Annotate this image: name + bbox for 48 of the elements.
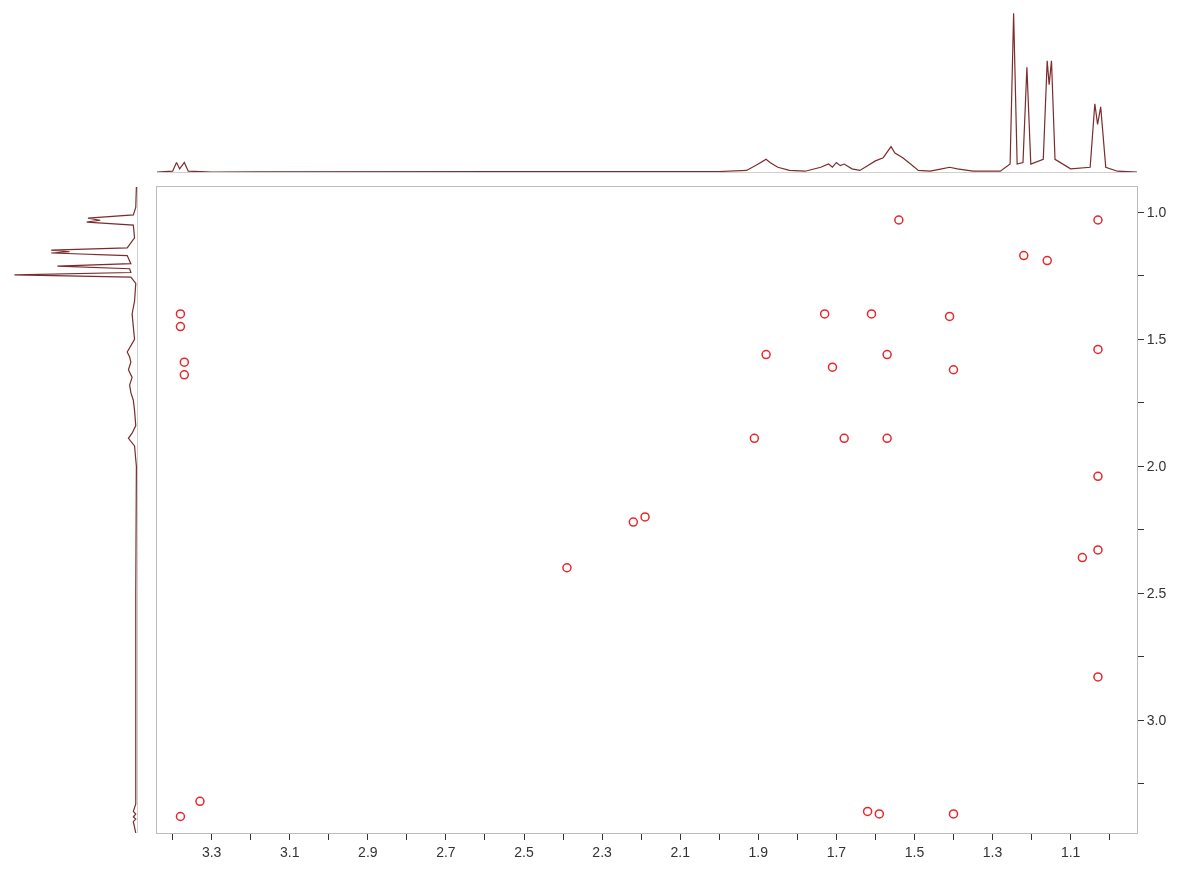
point [882,349,892,360]
y-tick-label: 3.0 [1146,711,1167,728]
point [1042,255,1052,266]
point [819,309,830,319]
point [1019,250,1029,261]
point [761,349,771,360]
x-tick-label: 1.3 [982,843,1003,860]
x-tick-label: 3.1 [280,843,300,860]
point [1093,672,1103,682]
y-tick-label: 2.0 [1146,458,1167,475]
point [1093,344,1103,355]
point [948,365,959,375]
point [195,796,205,807]
x-tick-label: 3.3 [201,843,222,860]
x-tick-label: 2.9 [358,843,378,860]
point [179,357,190,367]
point [562,563,572,573]
point [1093,215,1103,225]
point [179,370,190,380]
point [894,215,904,225]
point [175,811,186,822]
x-tick-label: 2.3 [592,843,613,860]
point [175,321,186,332]
point [749,433,760,444]
point [944,311,955,322]
point [1077,552,1088,563]
x-tick-label: 1.9 [748,843,769,860]
x-tick-label: 1.1 [1060,843,1081,860]
point [866,309,877,319]
point [882,433,892,444]
y-tick-label: 1.0 [1146,204,1167,221]
x-tick-label: 2.1 [670,843,691,860]
point [175,309,186,319]
point [628,517,639,527]
point [827,362,838,372]
point [640,512,650,522]
point [948,809,959,819]
point [874,809,885,819]
point [1093,471,1103,482]
x-tick-label: 1.7 [826,843,847,860]
x-tick-label: 2.5 [514,843,534,860]
y-tick-label: 1.5 [1146,331,1167,348]
x-tick-label: 2.7 [436,843,456,860]
point [1093,545,1103,555]
y-tick-label: 2.5 [1146,585,1167,602]
x-tick-label: 1.5 [904,843,925,860]
point [839,433,849,444]
point [862,806,873,817]
